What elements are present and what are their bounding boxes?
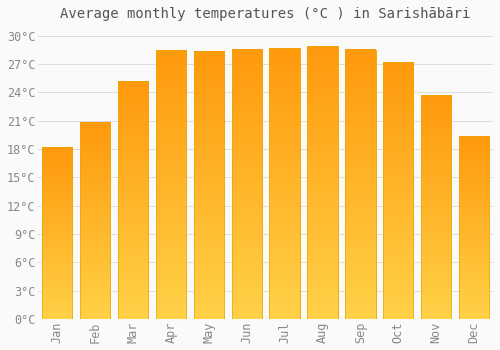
Bar (80, 122, 110, 319)
Bar (270, 48, 300, 319)
Bar (156, 51, 186, 319)
Bar (421, 95, 452, 319)
Bar (194, 52, 224, 319)
Bar (345, 50, 376, 319)
Bar (383, 62, 414, 319)
Bar (118, 81, 148, 319)
Bar (42, 147, 72, 319)
Bar (459, 137, 490, 319)
Bar (270, 48, 300, 319)
Bar (232, 50, 262, 319)
Bar (308, 46, 338, 319)
Bar (80, 122, 110, 319)
Title: Average monthly temperatures (°C ) in Sarishābāri: Average monthly temperatures (°C ) in Sa… (60, 7, 471, 21)
Bar (42, 147, 72, 319)
Bar (118, 81, 148, 319)
Bar (194, 52, 224, 319)
Bar (156, 51, 186, 319)
Bar (383, 62, 414, 319)
Bar (308, 46, 338, 319)
Bar (345, 50, 376, 319)
Bar (459, 137, 490, 319)
Bar (421, 95, 452, 319)
Bar (232, 50, 262, 319)
